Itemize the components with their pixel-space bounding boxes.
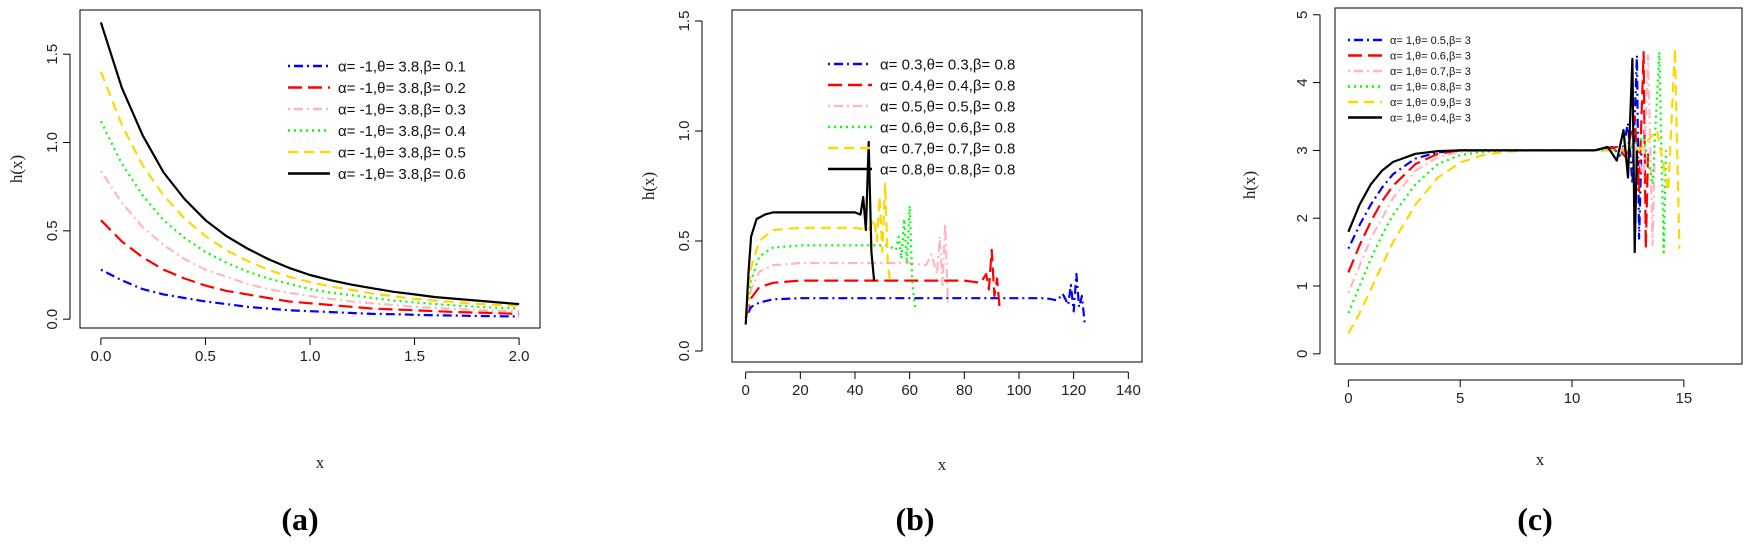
panel-c-y-axis-title: h(x) bbox=[1240, 171, 1259, 199]
panel-c-legend-label-2: α= 1,θ= 0.6,β= 3 bbox=[1390, 50, 1471, 62]
panel-a-x-tick-label: 0.5 bbox=[195, 348, 216, 365]
panel-b-x-tick-label: 80 bbox=[956, 382, 973, 399]
panel-c-y-tick-label: 0 bbox=[1294, 350, 1311, 358]
panel-b-x-axis-title: x bbox=[938, 455, 947, 474]
panel-a-series-line-6 bbox=[99, 22, 520, 306]
panel-c-label: (c) bbox=[1517, 501, 1553, 537]
panel-a-legend-label-1: α= -1,θ= 3.8,β= 0.1 bbox=[338, 58, 466, 75]
panel-c-y-tick-label: 5 bbox=[1294, 11, 1311, 19]
panel-c-y-tick-label: 2 bbox=[1294, 214, 1311, 222]
panel-b-y-tick-label: 0.5 bbox=[676, 231, 693, 252]
panel-c-plot-frame bbox=[1334, 7, 1743, 365]
panel-a-x-tick-label: 1.5 bbox=[404, 348, 425, 365]
panel-b-x-tick-label: 60 bbox=[901, 382, 918, 399]
panel-b-x-tick-label: 20 bbox=[792, 382, 809, 399]
panel-c-x-tick-label: 0 bbox=[1344, 390, 1352, 407]
panel-b-label: (b) bbox=[895, 501, 934, 537]
panel-a-x-tick-label: 0.0 bbox=[90, 348, 111, 365]
panel-c-legend-label-4: α= 1,θ= 0.8,β= 3 bbox=[1390, 81, 1471, 93]
panel-a-x-tick-label: 1.0 bbox=[300, 348, 321, 365]
panel-b-x-tick-label: 100 bbox=[1006, 382, 1031, 399]
panel-a-legend-label-2: α= -1,θ= 3.8,β= 0.2 bbox=[338, 80, 466, 97]
panel-c-series-line-6 bbox=[1347, 57, 1638, 254]
panel-a-legend-label-3: α= -1,θ= 3.8,β= 0.3 bbox=[338, 101, 466, 118]
panel-a-series-line-1 bbox=[100, 268, 520, 318]
panel-b-plot-frame bbox=[731, 9, 1143, 363]
panel-b-series-line-3 bbox=[744, 222, 949, 319]
panel-c-legend-label-5: α= 1,θ= 0.9,β= 3 bbox=[1390, 97, 1471, 109]
panel-a-y-tick-label: 0.5 bbox=[44, 220, 61, 241]
panel-a-plot-frame bbox=[79, 9, 541, 329]
panel-b-series-line-2 bbox=[744, 248, 1001, 319]
panel-a-legend: α= -1,θ= 3.8,β= 0.1 α= -1,θ= 3.8,β= 0.2 α=… bbox=[288, 58, 466, 183]
panel-a-axes: 0.0 0.5 1.0 1.5 2.0 0.0 0.5 1.0 1.5 bbox=[44, 44, 530, 365]
panel-c-axes: 0 5 10 15 0 1 2 3 4 5 bbox=[1294, 11, 1692, 407]
panel-a-x-tick-label: 2.0 bbox=[509, 348, 530, 365]
panel-b-x-tick-label: 120 bbox=[1061, 382, 1086, 399]
panel-b-legend-label-1: α= 0.3,θ= 0.3,β= 0.8 bbox=[880, 56, 1015, 73]
panel-b-series-layer bbox=[744, 140, 1086, 325]
panel-a-legend-label-4: α= -1,θ= 3.8,β= 0.4 bbox=[338, 123, 466, 140]
panel-b-y-axis-title: h(x) bbox=[639, 172, 658, 200]
panel-a-y-axis-title: h(x) bbox=[7, 155, 26, 183]
panel-c-legend: α= 1,θ= 0.5,β= 3 α= 1,θ= 0.6,β= 3 α= 1,θ= … bbox=[1348, 35, 1471, 124]
panel-b: 0 20 40 60 80 100 120 140 0.0 0.5 1.0 1.5 x h(x) α=… bbox=[639, 9, 1143, 537]
panel-b-legend-label-6: α= 0.8,θ= 0.8,β= 0.8 bbox=[880, 161, 1015, 178]
panel-c-x-axis-title: x bbox=[1536, 450, 1545, 469]
panel-c-x-tick-label: 10 bbox=[1564, 390, 1581, 407]
panel-b-x-tick-label: 0 bbox=[741, 382, 749, 399]
panel-b-legend-label-3: α= 0.5,θ= 0.5,β= 0.8 bbox=[880, 98, 1015, 115]
panel-a: 0.0 0.5 1.0 1.5 2.0 0.0 0.5 1.0 1.5 x h(x) α= -1… bbox=[7, 9, 541, 537]
panel-b-series-line-1 bbox=[744, 272, 1086, 323]
panel-a-series-layer bbox=[99, 22, 520, 318]
panel-b-series-line-4 bbox=[744, 204, 917, 319]
panel-b-x-tick-label: 40 bbox=[847, 382, 864, 399]
panel-b-legend-label-2: α= 0.4,θ= 0.4,β= 0.8 bbox=[880, 77, 1015, 94]
panel-a-x-axis-title: x bbox=[316, 453, 325, 472]
panel-a-y-tick-label: 0.0 bbox=[44, 309, 61, 330]
panel-a-series-line-4 bbox=[99, 120, 520, 310]
panel-a-series-line-5 bbox=[99, 71, 520, 307]
panel-c-series-layer bbox=[1347, 47, 1681, 335]
panel-c-legend-label-3: α= 1,θ= 0.7,β= 3 bbox=[1390, 66, 1471, 78]
panel-a-legend-label-5: α= -1,θ= 3.8,β= 0.5 bbox=[338, 144, 466, 161]
panel-c-y-tick-label: 1 bbox=[1294, 282, 1311, 290]
panel-c-y-tick-label: 4 bbox=[1294, 78, 1311, 86]
panel-c-legend-label-6: α= 1,θ= 0.4,β= 3 bbox=[1390, 112, 1471, 124]
panel-b-legend-label-5: α= 0.7,θ= 0.7,β= 0.8 bbox=[880, 140, 1015, 157]
panel-a-y-tick-label: 1.5 bbox=[44, 44, 61, 65]
panel-c-x-tick-label: 15 bbox=[1676, 390, 1693, 407]
panel-b-axes: 0 20 40 60 80 100 120 140 0.0 0.5 1.0 1.5 bbox=[676, 11, 1141, 399]
panel-c-y-tick-label: 3 bbox=[1294, 146, 1311, 154]
panel-b-x-tick-label: 140 bbox=[1116, 382, 1141, 399]
panel-c-series-line-5 bbox=[1347, 47, 1681, 335]
panel-b-y-tick-label: 1.5 bbox=[676, 11, 693, 32]
panel-c-series-line-4 bbox=[1347, 50, 1668, 314]
panel-c-legend-label-1: α= 1,θ= 0.5,β= 3 bbox=[1390, 35, 1471, 47]
panel-a-series-line-2 bbox=[100, 219, 520, 315]
panel-a-y-tick-label: 1.0 bbox=[44, 132, 61, 153]
panel-c-x-tick-label: 5 bbox=[1456, 390, 1464, 407]
panel-a-legend-label-6: α= -1,θ= 3.8,β= 0.6 bbox=[338, 166, 466, 183]
panel-b-legend-label-4: α= 0.6,θ= 0.6,β= 0.8 bbox=[880, 119, 1015, 136]
panel-b-series-line-6 bbox=[744, 140, 876, 325]
panel-a-label: (a) bbox=[281, 501, 318, 537]
panel-a-series-line-3 bbox=[99, 170, 520, 313]
panel-b-legend: α= 0.3,θ= 0.3,β= 0.8 α= 0.4,θ= 0.4,β= 0.8… bbox=[828, 56, 1015, 178]
panel-b-y-tick-label: 1.0 bbox=[676, 121, 693, 142]
panel-b-y-tick-label: 0.0 bbox=[676, 341, 693, 362]
